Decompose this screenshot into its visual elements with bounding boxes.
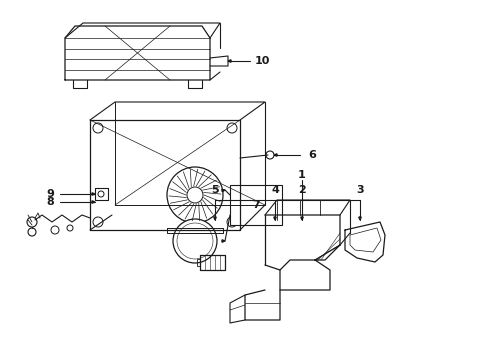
Polygon shape [222, 240, 225, 242]
Polygon shape [92, 201, 95, 203]
Circle shape [266, 151, 274, 159]
Text: 3: 3 [356, 185, 364, 195]
Text: 9: 9 [46, 189, 54, 199]
Bar [230, 185, 282, 225]
Circle shape [177, 223, 213, 259]
Text: 10: 10 [254, 56, 270, 66]
Polygon shape [274, 217, 276, 220]
Polygon shape [222, 189, 225, 192]
Polygon shape [92, 193, 95, 195]
Text: 7: 7 [252, 200, 260, 210]
Circle shape [93, 123, 103, 133]
Text: 4: 4 [271, 185, 279, 195]
Text: 8: 8 [46, 197, 54, 207]
Circle shape [67, 225, 73, 231]
Circle shape [51, 226, 59, 234]
Circle shape [173, 219, 217, 263]
Circle shape [28, 228, 36, 236]
Circle shape [227, 217, 237, 227]
Circle shape [98, 191, 104, 197]
Polygon shape [214, 217, 216, 220]
Circle shape [227, 123, 237, 133]
Circle shape [190, 236, 200, 246]
Circle shape [167, 167, 223, 223]
Polygon shape [274, 154, 277, 156]
Circle shape [187, 187, 203, 203]
Polygon shape [301, 217, 303, 220]
Circle shape [27, 217, 37, 227]
Circle shape [93, 217, 103, 227]
Text: 2: 2 [298, 185, 306, 195]
Text: 1: 1 [298, 170, 306, 180]
Text: 6: 6 [308, 150, 316, 160]
Circle shape [185, 231, 205, 251]
Circle shape [181, 227, 209, 255]
Polygon shape [359, 217, 361, 220]
Text: 5: 5 [211, 185, 219, 195]
Polygon shape [228, 60, 231, 62]
